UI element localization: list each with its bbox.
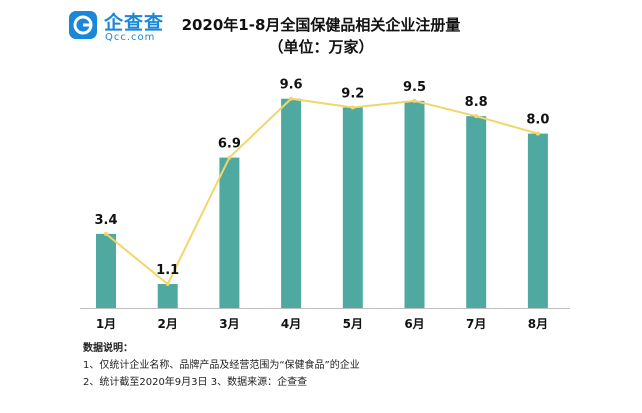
trend-point: [350, 105, 355, 110]
notes-heading: 数据说明：: [83, 343, 133, 354]
data-label: 8.0: [526, 113, 549, 128]
data-notes: 数据说明： 1、仅统计企业名称、品牌产品及经营范围为“保健食品”的企业 2、统计…: [83, 340, 360, 391]
data-label: 8.8: [465, 95, 488, 110]
data-label: 9.2: [341, 86, 364, 101]
data-label: 6.9: [218, 137, 241, 152]
trend-point: [474, 114, 479, 119]
x-tick-label: 4月: [281, 317, 301, 331]
logo-url: Qcc.com: [105, 32, 156, 43]
x-tick-label: 2月: [158, 317, 178, 331]
bar: [96, 233, 116, 308]
x-tick-label: 7月: [466, 317, 486, 331]
bar: [342, 107, 363, 308]
trend-point: [535, 131, 540, 136]
data-label: 9.5: [403, 80, 426, 95]
x-tick-label: 3月: [219, 317, 239, 331]
trend-line: [105, 97, 539, 286]
logo-name: 企查查: [104, 12, 165, 34]
bar: [157, 284, 178, 308]
x-tick-label: 5月: [343, 317, 363, 331]
trend-point: [227, 155, 232, 160]
data-label: 3.4: [94, 213, 117, 228]
x-tick-label: 6月: [404, 317, 424, 331]
bar: [219, 157, 240, 308]
bar: [527, 133, 548, 308]
x-tick-label: 8月: [528, 317, 548, 331]
data-label: 1.1: [156, 263, 179, 278]
x-tick-label: 1月: [96, 317, 116, 331]
note-line-1: 1、仅统计企业名称、品牌产品及经营范围为“保健食品”的企业: [83, 360, 360, 371]
data-label: 9.6: [280, 78, 303, 93]
chart-title: 2020年1-8月全国保健品相关企业注册量: [181, 16, 461, 34]
qcc-logo-icon: [69, 11, 97, 39]
chart-subtitle: （单位：万家）: [268, 38, 374, 56]
note-line-2: 2、统计截至2020年9月3日 3、数据来源：企查查: [83, 377, 308, 388]
bar: [466, 116, 487, 308]
trend-point: [289, 96, 294, 101]
bar: [281, 98, 302, 308]
qcc-logo: 企查查 Qcc.com: [68, 8, 178, 48]
trend-point: [104, 231, 108, 236]
trend-point: [412, 98, 417, 103]
trend-point: [165, 282, 170, 287]
bar: [404, 100, 425, 309]
